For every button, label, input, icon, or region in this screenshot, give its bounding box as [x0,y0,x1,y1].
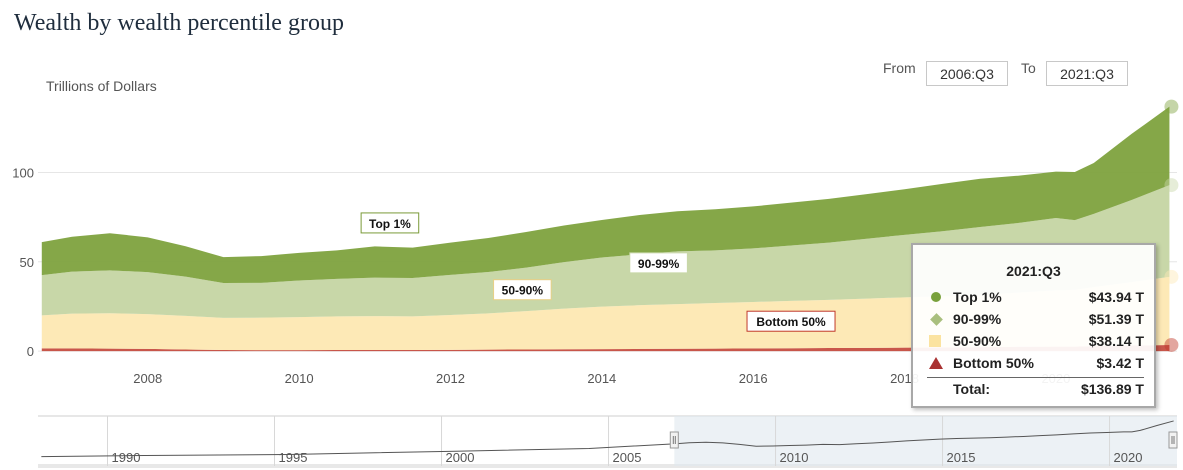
series-end-marker [1164,99,1179,114]
tooltip-total-value: $136.89 T [1080,381,1144,397]
series-end-marker [1164,337,1179,352]
navigator-scrollbar [38,464,1177,468]
area-bottom-50- [41,344,1170,352]
x-tick-label: 2012 [436,371,465,386]
series-flag: 50-90% [493,279,552,301]
area-top-1- [41,106,1170,284]
tooltip-header: 2021:Q3 [1006,263,1061,279]
navigator-label: 1995 [279,450,308,465]
tooltip-total-label: Total: [953,381,991,397]
range-to-input[interactable]: 2021:Q3 [1046,61,1128,86]
series-end-marker [1164,178,1179,193]
tooltip-row-value: $51.39 T [1088,311,1144,327]
series-end-marker [1164,269,1179,284]
tooltip-row-name: Bottom 50% [953,355,1034,371]
tooltip-total-row: Total: $136.89 T [929,379,1144,399]
circle-marker-icon [931,292,941,302]
x-tick-label: 2016 [739,371,768,386]
y-axis-label: Trillions of Dollars [46,78,157,94]
navigator-selection [674,416,1177,466]
navigator-label: 2020 [1114,450,1143,465]
navigator-label: 1990 [112,450,141,465]
area-50-90- [41,276,1170,351]
navigator-left-handle[interactable] [669,431,679,449]
area-90-99- [41,185,1170,318]
tooltip-row-50-90: 50-90% $38.14 T [929,331,1144,351]
tooltip-row-90-99: 90-99% $51.39 T [929,309,1144,329]
tooltip-divider [927,377,1144,378]
range-from-label: From [883,60,916,76]
tooltip-row-value: $3.42 T [1096,355,1144,371]
tooltip-row-name: 50-90% [953,333,1002,349]
tooltip-row-top1: Top 1% $43.94 T [929,287,1144,307]
triangle-marker-icon [929,357,943,369]
tooltip-row-name: Top 1% [953,289,1002,305]
series-flag: Top 1% [360,212,420,234]
tooltip-row-value: $43.94 T [1088,289,1144,305]
navigator-label: 2005 [613,450,642,465]
diamond-marker-icon [930,312,943,326]
flag-box [629,252,688,274]
flag-box [746,310,836,332]
square-marker-icon [929,335,941,347]
flag-label: 50-90% [502,284,544,298]
series-flag: Bottom 50% [746,310,836,332]
tooltip: 2021:Q3 Top 1% $43.94 T 90-99% $51.39 T … [911,243,1156,408]
handle-grip [1168,431,1178,449]
chart-title: Wealth by wealth percentile group [14,10,344,36]
x-tick-label: 2014 [587,371,616,386]
series-flag: 90-99% [629,252,688,274]
y-tick-label: 100 [12,166,34,181]
navigator-right-handle[interactable] [1168,431,1178,449]
navigator-series-line [41,420,1174,458]
tooltip-row-value: $38.14 T [1088,333,1144,349]
x-tick-label: 2008 [133,371,162,386]
navigator-label: 2010 [780,450,809,465]
flag-label: Bottom 50% [756,315,826,329]
handle-grip [669,431,679,449]
tooltip-row-bottom50: Bottom 50% $3.42 T [929,353,1144,373]
flag-box [360,212,420,234]
y-tick-label: 0 [27,344,34,359]
flag-label: 90-99% [638,257,680,271]
flag-label: Top 1% [369,217,411,231]
range-to-label: To [1021,60,1036,76]
x-tick-label: 2010 [285,371,314,386]
tooltip-row-name: 90-99% [953,311,1002,327]
y-tick-label: 50 [20,255,34,270]
flag-box [493,279,552,301]
navigator-label: 2015 [947,450,976,465]
navigator-label: 2000 [446,450,475,465]
range-from-input[interactable]: 2006:Q3 [926,61,1008,86]
